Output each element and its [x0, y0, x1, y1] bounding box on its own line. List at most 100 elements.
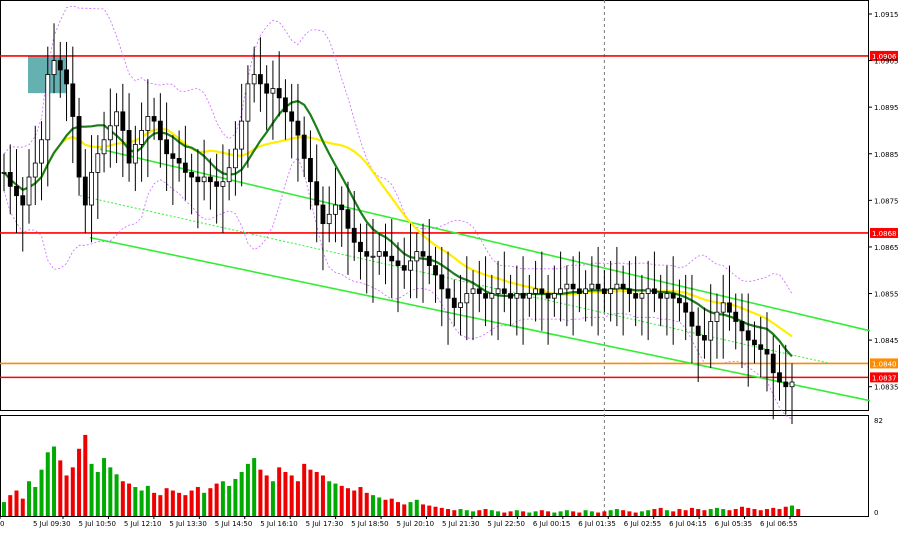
channel-mid-line	[79, 195, 831, 364]
volume-bar	[183, 495, 188, 516]
volume-bar	[483, 509, 488, 516]
volume-bar	[127, 483, 132, 516]
candle-body	[614, 283, 620, 290]
level-tag-label-3: 1.0837	[872, 374, 897, 382]
volume-bar	[777, 509, 782, 516]
candle-body	[320, 204, 326, 225]
candle-body	[633, 293, 639, 299]
volume-bar	[614, 509, 619, 516]
candle-body	[251, 74, 257, 85]
volume-bar	[396, 502, 400, 516]
volume-bar	[39, 469, 44, 516]
volume-bar	[170, 490, 175, 516]
volume-bar	[277, 467, 282, 516]
volume-bar	[521, 511, 526, 516]
volume-bar	[289, 475, 294, 516]
candle-body	[508, 293, 513, 299]
candle-body	[383, 251, 388, 257]
volume-pane-frame	[0, 415, 869, 517]
volume-bar	[502, 512, 507, 516]
volume-bar	[102, 458, 107, 516]
volume-bar	[408, 502, 413, 516]
volume-bar	[702, 510, 707, 516]
volume-bar	[452, 510, 457, 516]
volume-bar	[83, 434, 88, 516]
candle-body	[708, 321, 714, 341]
candle-body	[601, 288, 607, 294]
candle-body	[545, 293, 551, 299]
candle-body	[476, 288, 482, 294]
volume-bar	[414, 499, 419, 516]
volume-bar	[214, 483, 219, 516]
candle-body	[101, 139, 107, 155]
volume-bar	[377, 497, 382, 516]
time-tick-label: 5 Jul 09:30	[33, 520, 71, 528]
candle-body	[433, 265, 438, 276]
time-tick-label: 6 Jul 04:15	[669, 520, 707, 528]
volume-bar	[546, 511, 551, 516]
volume-bar	[352, 490, 357, 516]
price-tick-label: 1.0855	[874, 291, 899, 299]
volume-bar	[714, 507, 719, 516]
candle-body	[176, 158, 182, 164]
volume-bar	[608, 510, 613, 516]
time-tick-label: 5 Jul 18:50	[351, 520, 389, 528]
volume-bar	[77, 448, 82, 516]
volume-bar	[446, 509, 451, 516]
volume-bar	[8, 495, 13, 516]
candle-body	[589, 283, 595, 290]
candle-body	[489, 293, 495, 299]
volume-bar	[527, 512, 532, 516]
volume-bar	[333, 483, 338, 516]
candle-body	[301, 134, 307, 159]
candle-body	[120, 111, 126, 131]
candle-body	[789, 381, 795, 388]
time-tick-label: 5 Jul 12:10	[124, 520, 162, 528]
volume-bar	[252, 458, 257, 516]
volume-bar	[145, 485, 150, 516]
volume-bar	[627, 511, 632, 516]
candle-body	[408, 260, 413, 271]
price-tick-label: 1.0895	[874, 104, 899, 112]
volume-bar	[758, 510, 763, 516]
volume-bar	[58, 460, 63, 516]
candle-body	[95, 153, 101, 173]
candle-body	[189, 171, 195, 178]
candle-body	[14, 185, 19, 197]
candle-body	[245, 83, 251, 122]
volume-bar	[14, 490, 19, 516]
candle-body	[276, 88, 282, 99]
candle-body	[70, 83, 76, 117]
price-tick-label: 1.0835	[874, 384, 899, 392]
volume-bar	[783, 506, 788, 516]
volume-bar	[652, 509, 657, 516]
candle-body	[445, 288, 451, 299]
time-tick-label: 6 Jul 00:15	[533, 520, 571, 528]
candle-body	[670, 293, 676, 299]
candle-body	[401, 265, 407, 271]
volume-bar	[539, 510, 544, 516]
candle-body	[358, 241, 363, 252]
volume-bar	[139, 490, 144, 516]
candle-body	[501, 288, 507, 294]
candle-body	[57, 60, 63, 71]
candle-body	[270, 88, 276, 94]
candle-body	[764, 349, 770, 355]
level-tag-3	[870, 372, 898, 383]
volume-bar	[746, 507, 751, 516]
candle-body	[201, 176, 207, 183]
candle-body	[752, 339, 757, 346]
volume-bar	[558, 511, 563, 516]
candle-body	[414, 251, 420, 262]
volume-bar	[239, 471, 244, 516]
price-tick-label: 1.0905	[874, 58, 899, 66]
candle-body	[32, 162, 38, 178]
volume-bar	[114, 474, 119, 516]
candle-body	[520, 293, 526, 299]
volume-bar	[358, 487, 363, 516]
volume-bar	[177, 492, 182, 516]
volume-bar	[233, 478, 238, 516]
volume-bar	[64, 475, 69, 516]
time-tick-label: 0	[0, 520, 4, 528]
time-tick-label: 6 Jul 01:35	[578, 520, 616, 528]
